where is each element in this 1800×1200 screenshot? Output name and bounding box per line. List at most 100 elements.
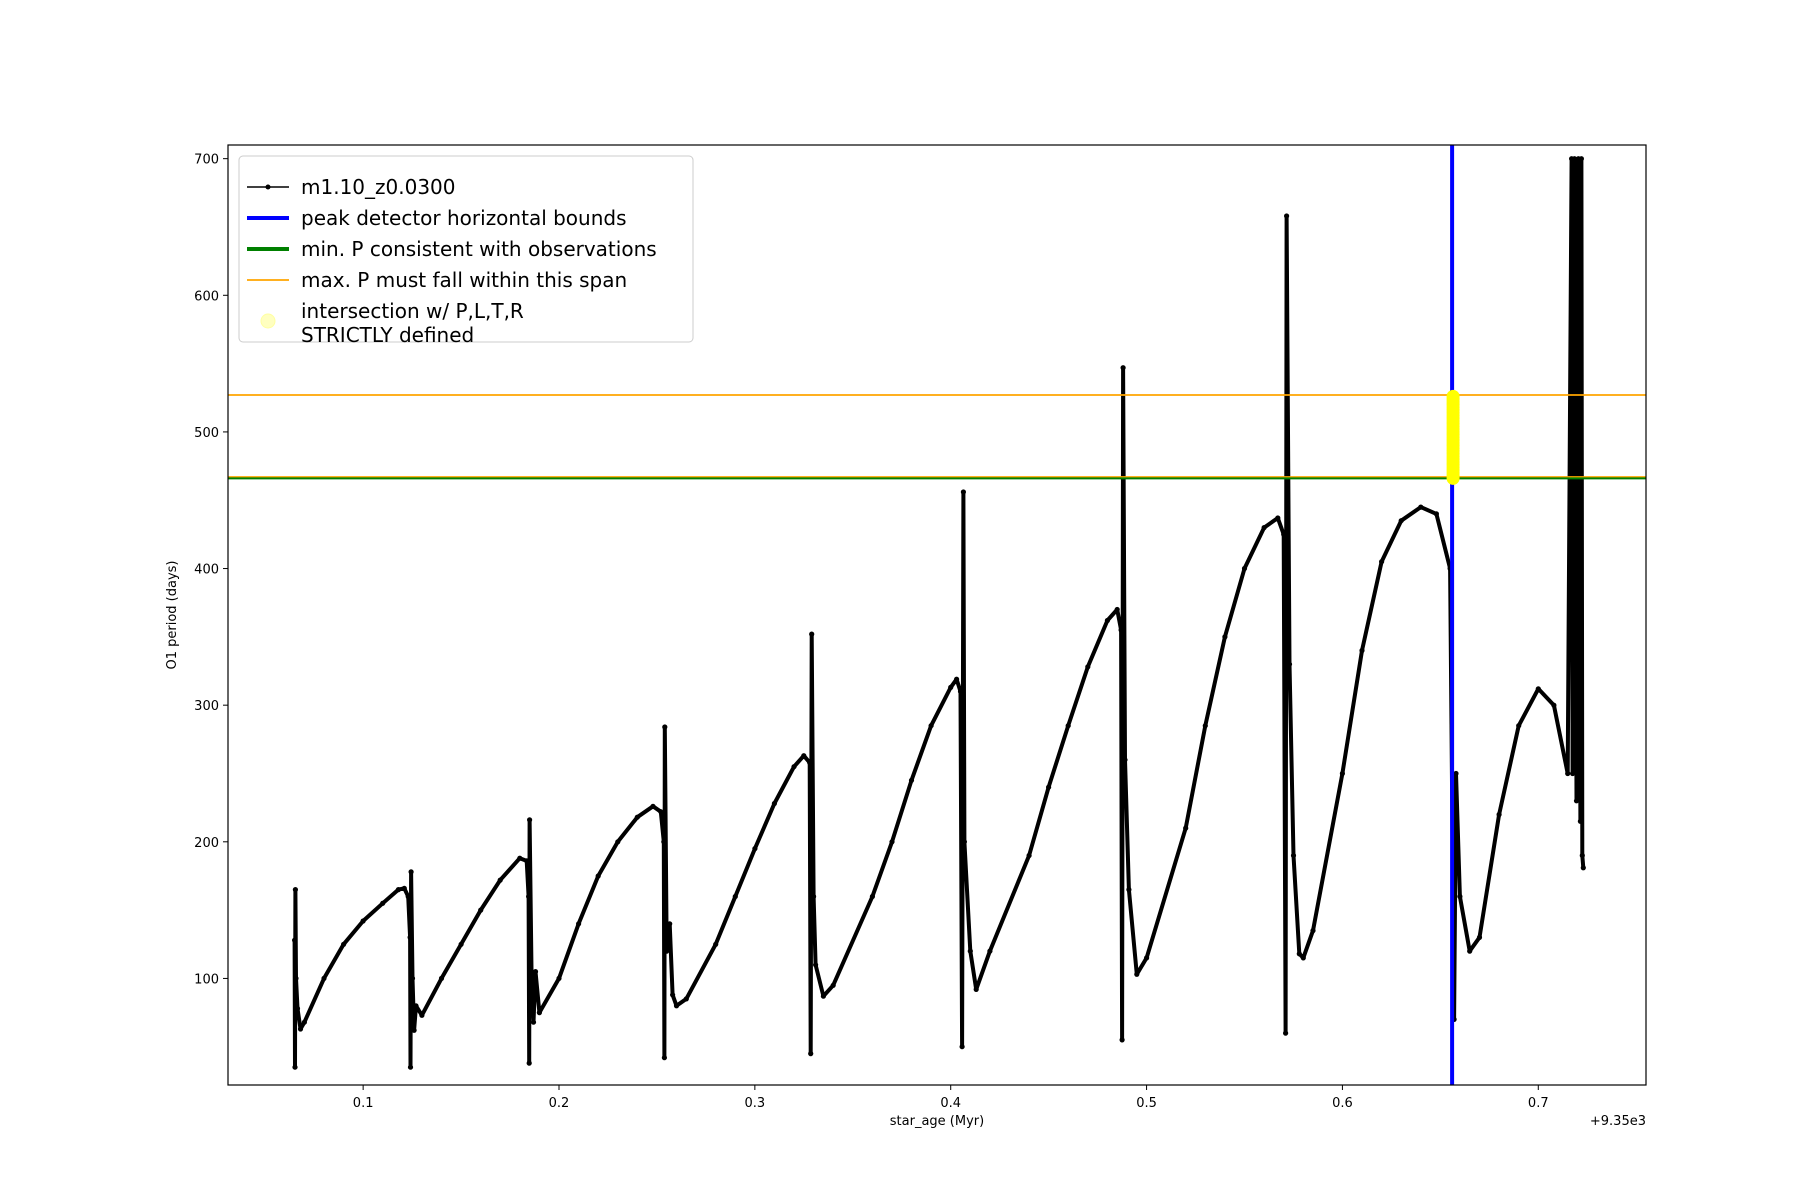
data-point	[1310, 928, 1316, 934]
data-point	[292, 887, 298, 893]
y-axis-label: O1 period (days)	[165, 560, 180, 669]
data-point	[1202, 723, 1208, 729]
data-point	[809, 631, 815, 637]
data-point	[661, 839, 667, 845]
legend-label: intersection w/ P,L,T,R	[301, 299, 524, 323]
data-point	[1183, 825, 1189, 831]
x-tick-label: 0.1	[353, 1096, 374, 1111]
data-point	[1453, 770, 1459, 777]
data-point	[321, 975, 327, 982]
data-point	[664, 948, 670, 954]
data-point	[413, 1003, 419, 1009]
data-point	[1467, 948, 1473, 954]
data-point	[811, 893, 817, 900]
data-point	[1085, 664, 1091, 670]
x-tick-label: 0.7	[1528, 1096, 1549, 1111]
data-point	[771, 800, 778, 807]
data-point	[1571, 156, 1578, 162]
data-point	[1300, 955, 1306, 961]
data-point	[1283, 1030, 1289, 1036]
data-point	[1398, 518, 1404, 524]
data-point	[401, 885, 407, 891]
data-point	[889, 839, 895, 845]
data-point	[395, 887, 401, 893]
data-point	[1222, 634, 1228, 640]
data-point	[438, 975, 445, 982]
data-point	[973, 986, 979, 993]
data-point	[1134, 971, 1140, 977]
data-point	[292, 1064, 298, 1070]
ticks-layer: 0.1 0.2 0.3 0.4 0.5 0.6 0.7 100 200 300 400 500 600 7…	[194, 153, 1548, 1111]
data-point	[407, 934, 413, 941]
data-point	[517, 855, 523, 861]
axes-frame	[227, 144, 1647, 1086]
data-point	[1046, 784, 1052, 790]
data-point	[1516, 723, 1522, 729]
data-point	[752, 846, 758, 852]
data-point	[524, 858, 530, 864]
data-point	[1284, 213, 1290, 219]
data-point	[1551, 702, 1557, 708]
data-point	[301, 1019, 307, 1025]
data-point	[1144, 955, 1150, 961]
data-point	[1120, 365, 1126, 371]
data-point	[683, 996, 689, 1002]
legend-marker	[265, 184, 271, 190]
data-point	[1476, 934, 1483, 941]
data-point	[713, 941, 719, 947]
data-point	[1065, 723, 1071, 729]
x-offset-label: +9.35e3	[1590, 1114, 1646, 1129]
series-line-main	[292, 156, 1586, 1070]
data-point	[292, 937, 298, 943]
data-point	[411, 1027, 417, 1033]
data-point	[791, 764, 797, 770]
data-point	[478, 907, 484, 913]
data-point	[820, 993, 827, 999]
data-point	[1119, 1037, 1125, 1043]
data-point	[662, 724, 668, 730]
legend-label: STRICTLY defined	[301, 323, 474, 347]
data-point	[556, 975, 562, 982]
y-tick-label: 500	[194, 426, 219, 441]
data-point	[661, 1055, 668, 1061]
legend-label: max. P must fall within this span	[301, 268, 627, 292]
data-point	[908, 777, 915, 783]
data-point	[527, 817, 533, 823]
data-point	[1433, 511, 1439, 517]
legend-label: min. P consistent with observations	[301, 237, 657, 261]
data-point	[667, 921, 673, 927]
data-point	[405, 893, 411, 900]
data-point	[294, 1005, 301, 1012]
data-point	[1104, 617, 1110, 624]
data-point	[1573, 798, 1580, 804]
y-tick-label: 400	[194, 563, 219, 578]
data-point	[801, 753, 807, 759]
data-point	[1359, 647, 1365, 654]
data-point	[497, 877, 503, 883]
x-tick-label: 0.2	[549, 1096, 570, 1111]
data-point	[957, 688, 964, 695]
data-point	[959, 1044, 965, 1050]
data-point	[807, 760, 813, 766]
data-point	[1379, 559, 1385, 565]
data-point	[458, 941, 464, 947]
data-point	[954, 676, 960, 682]
legend-marker	[260, 313, 276, 329]
data-point	[1281, 531, 1287, 538]
x-tick-label: 0.5	[1136, 1096, 1157, 1111]
intersection-point	[1446, 389, 1460, 403]
data-point	[530, 1019, 537, 1025]
data-point	[830, 982, 836, 988]
data-point	[987, 948, 993, 954]
data-point	[1296, 951, 1302, 957]
series-layer	[228, 145, 1646, 1085]
data-point	[1114, 606, 1120, 613]
y-tick-label: 700	[194, 153, 219, 168]
data-point	[1275, 515, 1281, 521]
data-point	[1565, 770, 1571, 777]
y-tick-label: 300	[194, 699, 219, 714]
data-point	[360, 918, 366, 924]
data-point	[961, 839, 968, 845]
